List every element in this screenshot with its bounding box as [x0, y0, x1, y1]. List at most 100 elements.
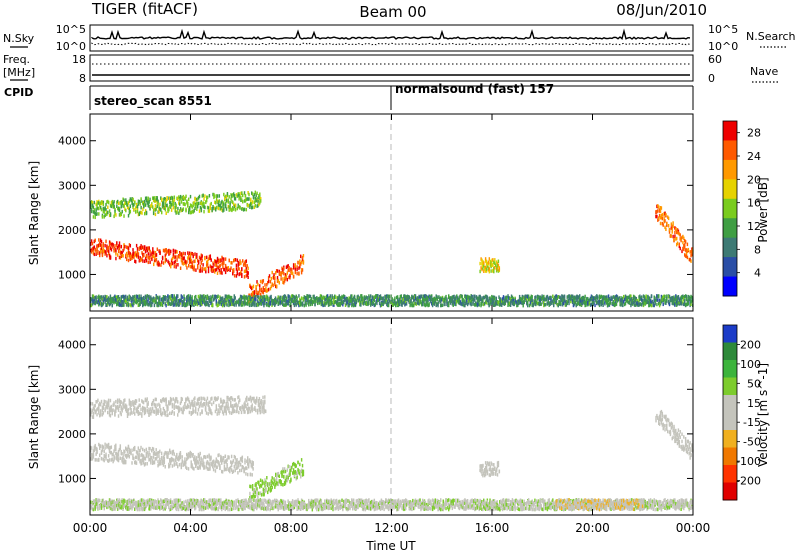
- data-cell: [325, 301, 327, 306]
- data-cell: [206, 195, 209, 200]
- data-cell: [179, 209, 181, 213]
- data-cell: [135, 399, 138, 403]
- data-cell: [136, 406, 139, 410]
- data-cell: [111, 203, 114, 207]
- data-cell: [164, 207, 167, 212]
- data-cell: [687, 294, 690, 299]
- data-cell: [215, 259, 217, 264]
- data-cell: [193, 301, 195, 306]
- data-cell: [196, 299, 199, 303]
- data-cell: [300, 301, 302, 305]
- data-cell: [144, 249, 147, 254]
- data-cell: [659, 300, 662, 304]
- data-cell: [502, 301, 505, 306]
- data-cell: [220, 397, 222, 402]
- data-cell: [247, 462, 250, 466]
- data-cell: [102, 301, 105, 306]
- data-cell: [374, 295, 376, 300]
- data-cell: [175, 405, 177, 409]
- data-cell: [205, 267, 207, 271]
- data-cell: [135, 407, 138, 411]
- data-cell: [341, 294, 343, 299]
- data-cell: [150, 256, 152, 260]
- data-cell: [143, 204, 145, 209]
- data-cell: [117, 457, 120, 461]
- colorbar-bin: [723, 179, 737, 200]
- data-cell: [474, 298, 476, 302]
- data-cell: [497, 259, 500, 263]
- data-cell: [158, 450, 160, 455]
- data-cell: [127, 412, 130, 416]
- data-cell: [183, 261, 185, 265]
- data-cell: [136, 247, 139, 251]
- data-cell: [117, 414, 120, 418]
- data-cell: [580, 301, 583, 306]
- data-cell: [167, 209, 169, 214]
- data-cell: [186, 199, 188, 204]
- data-cell: [655, 296, 657, 300]
- data-cell: [141, 452, 143, 457]
- data-cell: [584, 303, 586, 308]
- data-cell: [261, 290, 264, 294]
- data-cell: [412, 301, 414, 305]
- data-cell: [152, 296, 155, 300]
- data-cell: [129, 197, 132, 201]
- data-cell: [196, 398, 199, 402]
- data-cell: [105, 250, 107, 255]
- data-cell: [127, 453, 130, 457]
- data-cell: [242, 259, 244, 263]
- data-cell: [209, 410, 211, 414]
- data-cell: [448, 299, 451, 303]
- data-cell: [596, 300, 598, 305]
- data-cell: [171, 405, 174, 409]
- data-cell: [160, 399, 162, 403]
- data-cell: [169, 411, 171, 416]
- data-cell: [204, 267, 206, 272]
- data-cell: [99, 453, 101, 457]
- data-cell: [174, 208, 176, 213]
- data-cell: [163, 458, 166, 463]
- data-cell: [180, 258, 183, 263]
- data-cell: [123, 300, 125, 304]
- data-cell: [151, 252, 153, 256]
- data-cell: [220, 268, 222, 272]
- data-cell: [171, 202, 174, 206]
- data-cell: [125, 459, 127, 464]
- data-cell: [386, 296, 388, 300]
- data-cell: [249, 472, 252, 477]
- data-cell: [396, 299, 399, 304]
- data-cell: [328, 296, 331, 300]
- data-cell: [116, 200, 118, 205]
- data-cell: [599, 300, 602, 304]
- data-cell: [191, 300, 193, 305]
- data-cell: [541, 296, 543, 300]
- data-cell: [101, 253, 104, 258]
- data-cell: [212, 294, 214, 299]
- data-cell: [162, 248, 165, 253]
- data-cell: [601, 301, 603, 305]
- data-cell: [170, 411, 173, 415]
- data-cell: [107, 398, 110, 403]
- data-cell: [676, 297, 678, 301]
- data-cell: [186, 397, 188, 402]
- data-cell: [256, 299, 259, 303]
- data-cell: [153, 256, 156, 260]
- data-cell: [146, 402, 148, 407]
- data-cell: [283, 281, 285, 285]
- data-cell: [361, 296, 364, 300]
- data-cell: [469, 301, 472, 306]
- data-cell: [238, 461, 240, 465]
- data-cell: [350, 294, 352, 298]
- data-cell: [143, 463, 146, 467]
- data-cell: [198, 297, 201, 302]
- data-cell: [112, 205, 114, 209]
- data-cell: [136, 250, 139, 254]
- data-cell: [595, 299, 597, 303]
- data-cell: [168, 401, 170, 405]
- data-cell: [173, 303, 175, 307]
- data-cell: [225, 198, 228, 203]
- data-cell: [467, 301, 470, 305]
- data-cell: [170, 204, 172, 208]
- data-cell: [264, 301, 266, 305]
- data-cell: [171, 261, 174, 266]
